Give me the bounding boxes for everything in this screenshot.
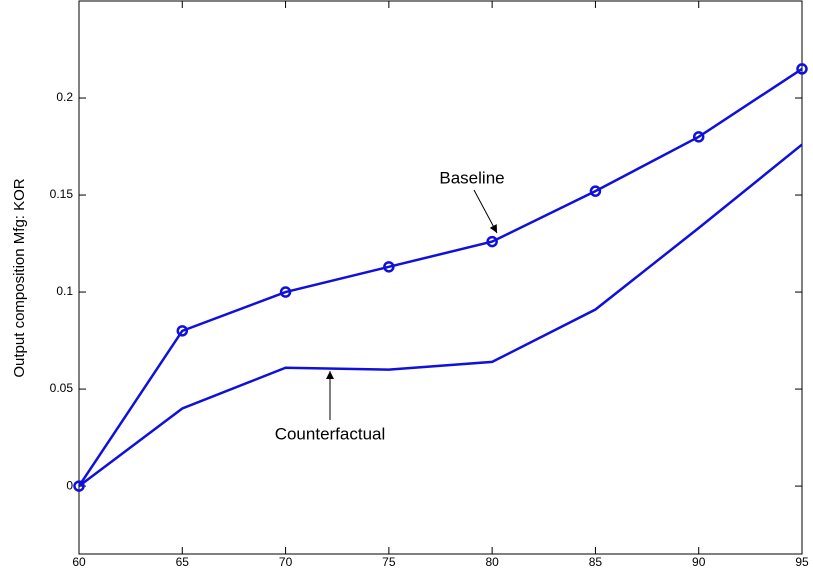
x-tick-label: 65 [176,555,190,569]
y-tick-label: 0.05 [50,381,74,395]
plot-frame [78,0,803,555]
x-tick-label: 70 [279,555,293,569]
point-marker [176,325,189,337]
x-tick-label: 90 [692,555,706,569]
point-marker [692,131,705,143]
y-tick-label: 0.15 [50,187,74,201]
x-tick-label: 60 [72,555,86,569]
point-marker [383,261,395,273]
x-tick-label: 75 [382,555,396,569]
y-tick-label: 0 [66,478,73,492]
y-axis-label: Output composition Mfg: KOR [11,178,28,377]
point-marker [279,286,292,298]
point-marker [589,185,602,197]
x-tick-label: 85 [589,555,603,569]
annotation-arrow [473,189,498,234]
annotation: Counterfactual [275,424,386,443]
series-line [77,67,803,487]
annotation: Baseline [439,168,504,187]
x-tick-label: 80 [485,555,499,569]
y-tick-label: 0.2 [56,90,73,104]
point-marker [796,63,808,75]
point-marker [486,235,498,248]
point-marker [73,480,85,492]
series-line [78,143,803,488]
x-tick-label: 95 [795,555,809,569]
y-tick-label: 0.1 [56,284,73,298]
